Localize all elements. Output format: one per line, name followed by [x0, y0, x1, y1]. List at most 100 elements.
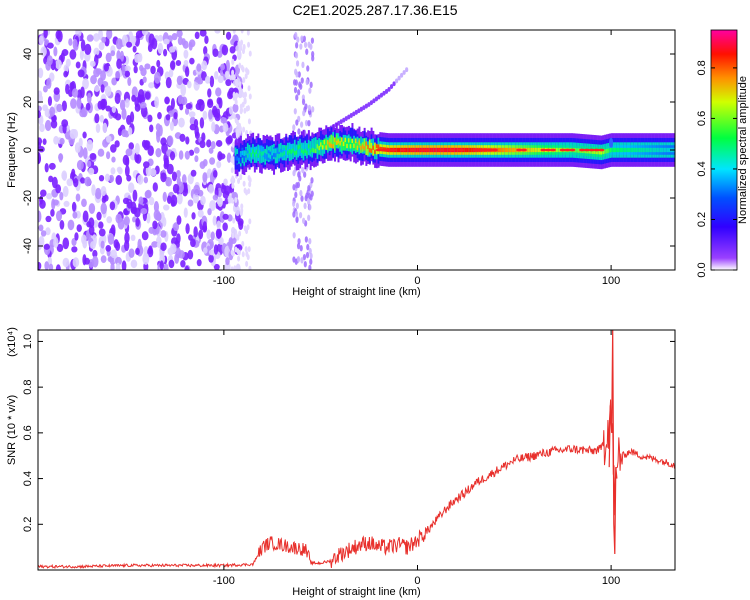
- noise-blob: [193, 226, 198, 238]
- carrier-cell: [508, 147, 511, 153]
- noise-fringe: [232, 159, 236, 166]
- carrier-cell: [363, 146, 366, 151]
- carrier-cell: [262, 150, 265, 156]
- noise-blob: [163, 157, 170, 168]
- noise-blob: [212, 170, 218, 178]
- noise-blob: [185, 223, 190, 235]
- noise-blob: [163, 38, 170, 45]
- noise-blob: [212, 215, 217, 226]
- noise-blob: [196, 63, 202, 72]
- trace-blob: [372, 98, 376, 104]
- carrier-cell: [346, 143, 349, 149]
- noise-blob: [212, 194, 219, 201]
- noise-blob: [75, 193, 81, 202]
- noise-blob: [69, 49, 77, 60]
- noise-blob: [115, 38, 123, 50]
- noise-blob: [206, 229, 211, 240]
- noise-blob: [55, 184, 62, 194]
- noise-blob: [90, 241, 96, 250]
- noise-blob: [115, 213, 122, 224]
- snr-spike: [608, 330, 618, 555]
- noise-blob: [82, 147, 88, 160]
- noise-blob: [166, 195, 172, 204]
- carrier-cell: [628, 147, 631, 153]
- noise-blob: [91, 184, 96, 196]
- noise-blob: [216, 229, 222, 239]
- noise-blob: [209, 200, 216, 211]
- noise-blob: [111, 77, 117, 86]
- noise-blob: [106, 30, 113, 40]
- carrier-cell: [407, 147, 410, 153]
- noise-blob: [84, 43, 92, 56]
- noise-blob: [101, 36, 107, 43]
- streak-blob: [293, 86, 298, 94]
- noise-blob: [48, 175, 54, 183]
- noise-blob: [215, 87, 222, 97]
- noise-fringe: [248, 93, 252, 100]
- streak-blob: [303, 202, 307, 210]
- noise-blob: [84, 176, 92, 187]
- carrier-cell: [513, 147, 516, 153]
- carrier-cell: [252, 149, 255, 154]
- carrier-cell: [354, 140, 357, 151]
- noise-fringe: [232, 113, 236, 120]
- noise-fringe: [247, 41, 251, 48]
- noise-blob: [148, 196, 155, 206]
- carrier-cell: [534, 147, 537, 153]
- noise-blob: [127, 127, 133, 136]
- carrier-cell: [318, 145, 321, 151]
- noise-fringe: [240, 203, 244, 210]
- noise-blob: [80, 177, 86, 184]
- carrier-cell: [511, 147, 514, 153]
- noise-region: [38, 30, 253, 270]
- noise-blob: [46, 55, 53, 66]
- carrier-cell: [466, 147, 469, 153]
- noise-blob: [62, 237, 70, 250]
- noise-blob: [134, 142, 140, 155]
- streak-blob: [310, 37, 315, 44]
- carrier-cell: [656, 147, 659, 153]
- noise-blob: [158, 124, 163, 137]
- noise-blob: [228, 106, 233, 115]
- noise-fringe: [244, 73, 248, 80]
- carrier-cell: [436, 147, 439, 153]
- carrier-hotspot: [380, 148, 387, 152]
- carrier-cell: [278, 143, 281, 160]
- noise-blob: [176, 169, 181, 179]
- carrier-cell: [454, 147, 457, 153]
- noise-blob: [230, 226, 236, 235]
- streak-blob: [297, 89, 301, 96]
- noise-blob: [56, 243, 64, 253]
- carrier-cell: [611, 147, 614, 153]
- carrier-hotspot: [375, 148, 382, 152]
- noise-blob: [75, 61, 81, 69]
- noise-blob: [170, 199, 176, 207]
- noise-fringe: [231, 69, 235, 76]
- noise-blob: [153, 71, 161, 84]
- carrier-cell: [405, 147, 408, 153]
- carrier-hotspot: [579, 148, 586, 152]
- carrier-cell: [588, 149, 591, 154]
- noise-fringe: [248, 265, 252, 270]
- noise-blob: [53, 237, 59, 248]
- noise-fringe: [230, 197, 234, 204]
- noise-blob: [106, 151, 111, 160]
- noise-blob: [124, 231, 130, 244]
- noise-blob: [188, 41, 193, 51]
- carrier-cell: [619, 147, 622, 153]
- noise-blob: [140, 105, 148, 118]
- noise-blob: [100, 185, 107, 197]
- noise-blob: [144, 63, 151, 70]
- noise-blob: [127, 77, 132, 87]
- noise-blob: [53, 87, 60, 95]
- noise-blob: [115, 256, 122, 266]
- carrier-cell: [443, 147, 446, 153]
- noise-fringe: [233, 265, 237, 270]
- carrier-hotspot: [390, 148, 397, 152]
- noise-blob: [38, 94, 43, 104]
- noise-blob: [192, 192, 200, 204]
- carrier-cell: [264, 149, 267, 159]
- noise-blob: [38, 146, 45, 153]
- noise-blob: [121, 107, 127, 120]
